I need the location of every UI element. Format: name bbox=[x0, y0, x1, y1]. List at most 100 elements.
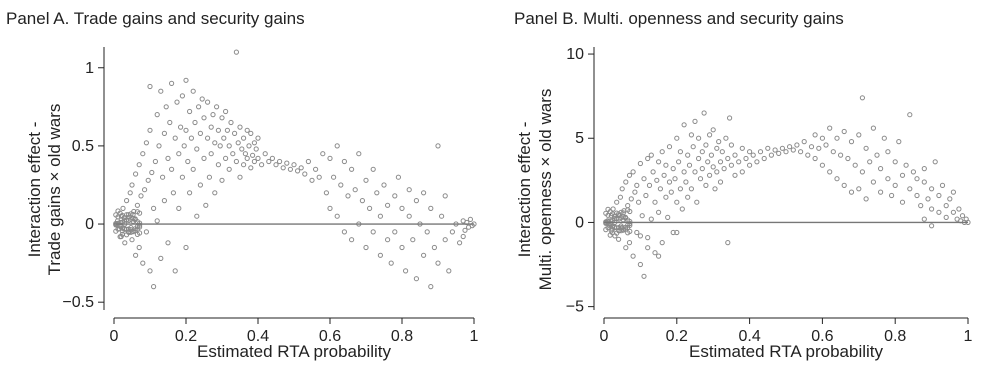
panel-a-point bbox=[385, 237, 391, 243]
panel-a-point bbox=[334, 213, 340, 219]
panel-a-point bbox=[435, 143, 441, 149]
panel-b-point bbox=[676, 159, 682, 165]
panel-b-point bbox=[914, 192, 920, 199]
panel-b-point bbox=[666, 179, 673, 185]
panel-b-point bbox=[645, 235, 651, 241]
panel-b-point bbox=[798, 149, 804, 155]
panel-a-point bbox=[212, 190, 218, 196]
panel-a-point bbox=[413, 276, 419, 282]
panel-a-point bbox=[143, 229, 149, 235]
panel-a-point bbox=[196, 104, 202, 110]
panel-b-point bbox=[932, 159, 938, 165]
panel-a-point bbox=[219, 115, 225, 121]
panel-a-point bbox=[176, 205, 182, 211]
panel-a-point bbox=[377, 252, 383, 258]
panel-a-point bbox=[262, 151, 268, 157]
panel-b-point bbox=[863, 145, 869, 151]
panel-a-point bbox=[190, 88, 196, 94]
panel-b-point bbox=[641, 176, 647, 182]
panel-a-point bbox=[212, 140, 218, 146]
panel-b-point bbox=[907, 112, 913, 118]
panel-b-point bbox=[823, 142, 829, 148]
panel-b-point bbox=[925, 196, 931, 202]
panel-b-point bbox=[639, 213, 645, 219]
panel-a-point bbox=[178, 124, 184, 130]
panel-b-point bbox=[663, 162, 669, 168]
panel-a-point bbox=[255, 155, 261, 161]
panel-a-point bbox=[219, 177, 225, 183]
panel-a-point bbox=[115, 208, 121, 214]
panel-a-point bbox=[246, 143, 252, 149]
panel-a-point bbox=[126, 229, 132, 235]
panel-a-point bbox=[140, 151, 146, 157]
panel-a-point bbox=[251, 140, 257, 146]
panel-b-point bbox=[776, 150, 782, 156]
panel-b-point bbox=[956, 206, 962, 212]
panel-a-point bbox=[136, 162, 142, 168]
panel-a-point bbox=[399, 244, 405, 251]
panel-b-point bbox=[765, 145, 771, 151]
panel-b-point bbox=[845, 155, 851, 162]
panel-a-point bbox=[161, 198, 167, 204]
panel-a-point bbox=[377, 213, 383, 219]
panel-a-point bbox=[435, 260, 441, 266]
panel-b-point bbox=[914, 176, 920, 182]
panel-a-point bbox=[122, 240, 128, 246]
panel-a-point bbox=[241, 162, 247, 168]
panel-b-point bbox=[790, 147, 796, 153]
panel-a-point bbox=[134, 231, 140, 237]
panel-a-point bbox=[385, 202, 391, 208]
panel-a: Panel A. Trade gains and security gains −… bbox=[6, 9, 479, 361]
panel-a-point bbox=[151, 284, 157, 290]
panel-a-points bbox=[113, 49, 477, 290]
panel-b-point bbox=[779, 145, 786, 151]
panel-b-point bbox=[656, 253, 662, 259]
panel-a-point bbox=[302, 171, 308, 177]
panel-a-point bbox=[363, 244, 369, 251]
panel-b-point bbox=[708, 152, 715, 158]
panel-b-title: Panel B. Multi. openness and security ga… bbox=[514, 9, 844, 28]
panel-b-point bbox=[859, 169, 866, 175]
panel-a-x-tick-label: 0.6 bbox=[319, 328, 341, 345]
panel-b-point bbox=[812, 132, 818, 138]
panel-a-point bbox=[221, 135, 227, 141]
panel-a-point bbox=[341, 158, 347, 165]
panel-b-point bbox=[728, 142, 735, 148]
panel-b-y-axis-label-line1: Interaction effect - bbox=[515, 122, 534, 258]
panel-a-point bbox=[199, 96, 205, 102]
panel-a-point bbox=[277, 158, 283, 165]
panel-b-point bbox=[936, 192, 942, 199]
panel-b-x-tick-label: 0.4 bbox=[738, 328, 760, 345]
panel-a-point bbox=[395, 174, 401, 180]
panel-a-point bbox=[244, 127, 250, 133]
panel-a-point bbox=[187, 190, 193, 196]
panel-a-point bbox=[259, 162, 265, 168]
panel-b-point bbox=[648, 216, 654, 222]
panel-b-point bbox=[899, 199, 906, 205]
panel-b-point bbox=[674, 229, 680, 236]
panel-a-point bbox=[181, 143, 187, 149]
panel-a-point bbox=[442, 193, 448, 199]
panel-b-point bbox=[841, 182, 847, 188]
panel-a-point bbox=[183, 127, 189, 133]
panel-a-point bbox=[223, 108, 229, 115]
panel-b-point bbox=[701, 110, 707, 116]
panel-a-point bbox=[449, 229, 455, 235]
panel-b-point bbox=[841, 128, 847, 135]
panel-a-point bbox=[457, 240, 463, 246]
panel-b-point bbox=[699, 149, 705, 155]
panel-b-point bbox=[674, 135, 680, 141]
panel-b-point bbox=[654, 177, 660, 183]
panel-b-x-tick-label: 1 bbox=[964, 328, 973, 345]
panel-b-point bbox=[714, 145, 720, 151]
panel-a-point bbox=[170, 190, 176, 196]
panel-b-point bbox=[856, 132, 862, 138]
panel-b-point bbox=[725, 155, 731, 162]
panel-b-point bbox=[794, 142, 800, 148]
panel-b-point bbox=[863, 196, 869, 202]
panel-b-point bbox=[714, 169, 720, 175]
panel-b-point bbox=[834, 135, 840, 141]
panel-b-point bbox=[630, 253, 636, 259]
panel-b-point bbox=[712, 186, 718, 192]
panel-b-point bbox=[801, 139, 807, 145]
